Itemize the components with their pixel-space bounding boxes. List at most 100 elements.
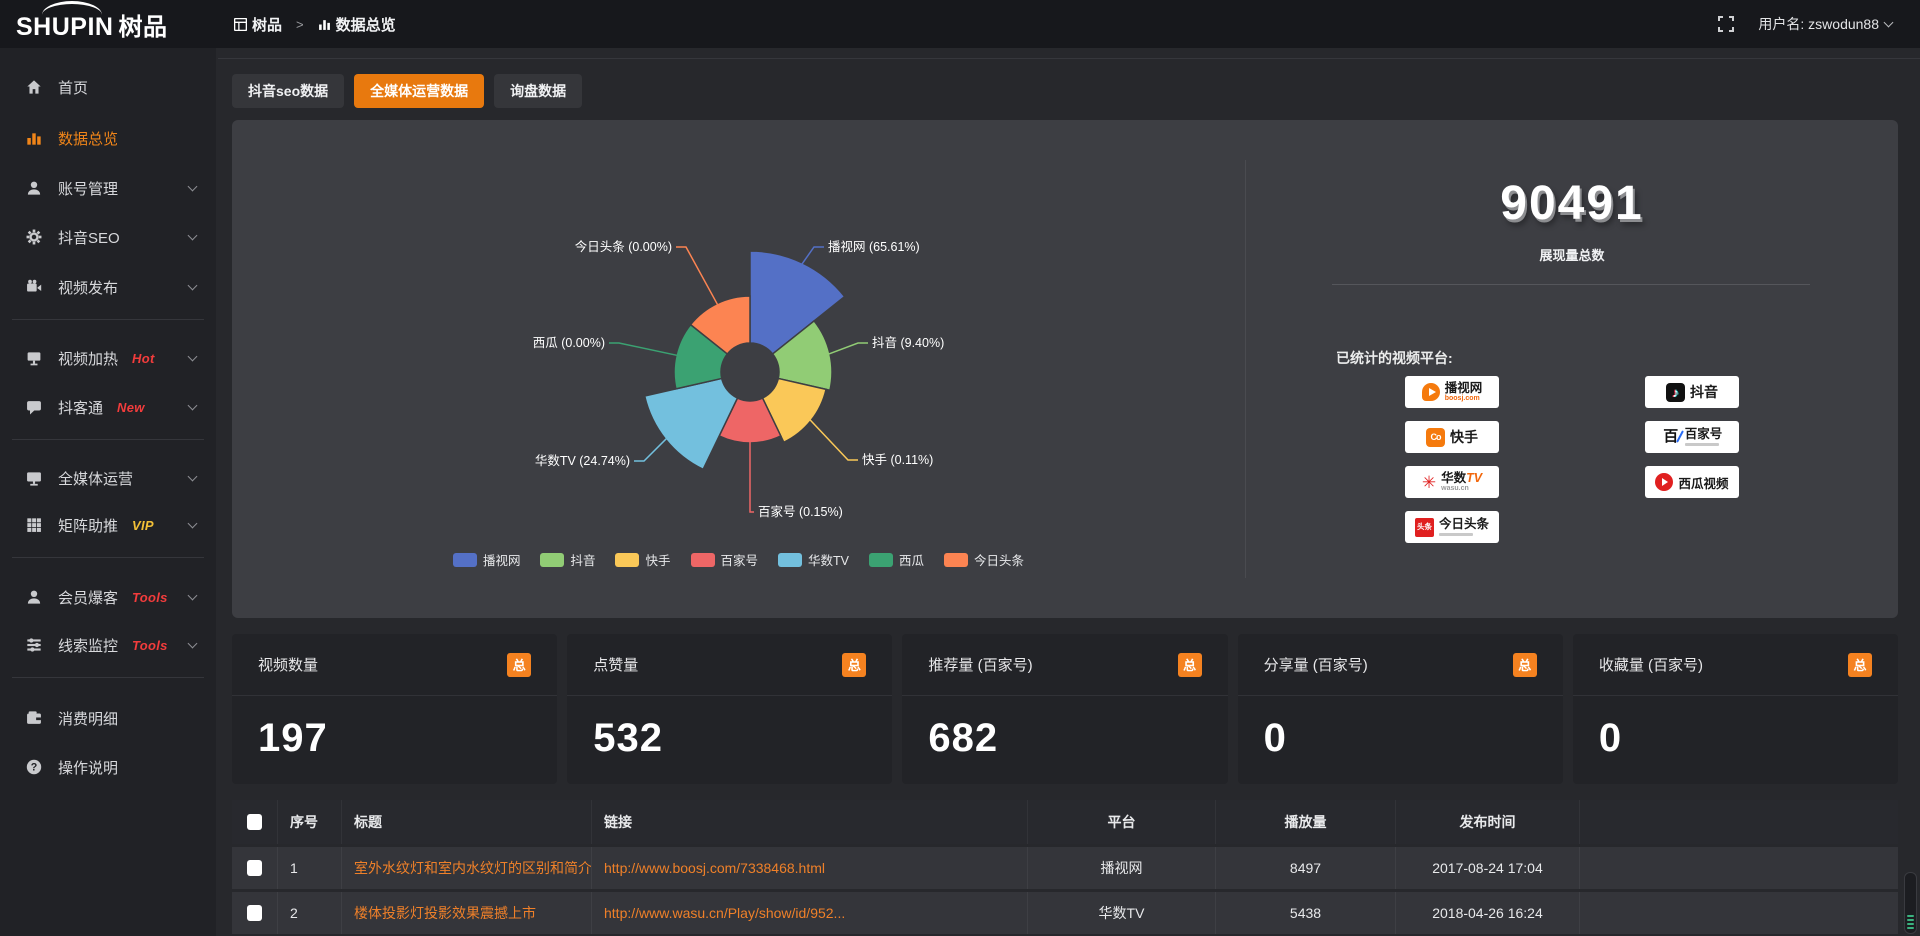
pie-slice-百家号[interactable] <box>718 397 782 444</box>
sidebar-item-badge: VIP <box>132 517 154 533</box>
topbar: SHUPIN 树品 树品 > 数据总览 用户名: zswodun88 <box>0 0 1920 48</box>
pie-label: 华数TV (24.74%) <box>535 453 630 468</box>
legend-item-播视网[interactable]: 播视网 <box>452 550 521 569</box>
sidebar-item-wallet[interactable]: 消费明细 <box>0 698 216 738</box>
legend-swatch <box>869 552 893 567</box>
tab-1[interactable]: 抖音seo数据 <box>232 74 345 108</box>
platform-badge-baijia: 百百家号 <box>1645 421 1739 453</box>
legend-item-快手[interactable]: 快手 <box>615 550 671 569</box>
video-url-link[interactable]: http://www.boosj.com/7338468.html <box>604 860 826 876</box>
sidebar-item-gear[interactable]: 抖音SEO <box>0 217 216 257</box>
rose-pie-chart[interactable]: 播视网 (65.61%) 抖音 (9.40%) 快手 (0.11%) 百家号 (0.1… <box>232 120 1245 618</box>
video-url-link[interactable]: http://www.wasu.cn/Play/show/id/952... <box>604 905 846 921</box>
stat-card-title: 点赞量 <box>593 657 639 674</box>
sidebar-item-grid[interactable]: 矩阵助推 VIP <box>0 505 216 545</box>
header-empty <box>1580 800 1898 844</box>
platform-badge-douyin: ♪ 抖音 <box>1645 376 1739 408</box>
video-title-link[interactable]: 室外水纹灯和室内水纹灯的区别和简介 <box>354 860 592 876</box>
chevron-down-icon <box>187 638 198 649</box>
wasu-star-icon: ✳ <box>1421 472 1437 492</box>
pie-label-line <box>801 246 824 265</box>
legend-swatch <box>452 552 477 567</box>
pie-label-line <box>676 246 719 305</box>
row-checkbox[interactable] <box>247 860 262 876</box>
table-row: 2 楼体投影灯投影效果震撼上市 http://www.wasu.cn/Play/sh… <box>232 892 1898 934</box>
data-tabs: 抖音seo数据 全媒体运营数据 询盘数据 <box>232 74 583 108</box>
cell-num: 1 <box>278 847 342 889</box>
total-badge[interactable]: 总 <box>1177 652 1202 677</box>
user2-icon <box>27 590 41 604</box>
breadcrumb-home[interactable]: 树品 <box>234 14 282 35</box>
sliders-icon <box>27 638 41 652</box>
pie-label-line <box>749 442 754 513</box>
pie-slice-播视网[interactable] <box>749 250 846 355</box>
sidebar-item-user2[interactable]: 会员爆客 Tools <box>0 577 216 617</box>
legend-item-西瓜[interactable]: 西瓜 <box>869 550 924 569</box>
sidebar-item-user[interactable]: 账号管理 <box>0 168 216 208</box>
platform-badge-boosj: 播视网 boosj.com <box>1405 376 1499 408</box>
scrollbar[interactable] <box>1904 872 1917 934</box>
stat-card-value: 0 <box>1263 716 1287 760</box>
app-logo: SHUPIN 树品 <box>0 0 216 42</box>
breadcrumb-current[interactable]: 数据总览 <box>318 14 396 35</box>
stat-card-1: 视频数量 总 197 <box>232 634 558 784</box>
cell-plays: 5438 <box>1216 892 1396 934</box>
pie-slice-华数TV[interactable] <box>643 377 739 471</box>
sidebar-divider <box>12 319 204 320</box>
row-checkbox[interactable] <box>247 905 262 921</box>
platform-badges-left: 播视网 boosj.com Co 快手 ✳ 华数TV wasu.cn 头条 今日头条 <box>1405 376 1499 543</box>
legend-swatch <box>944 552 969 567</box>
chevron-down-icon <box>1883 17 1894 27</box>
total-badge[interactable]: 总 <box>507 652 532 677</box>
sidebar-item-monitor[interactable]: 全媒体运营 <box>0 458 216 498</box>
chart-icon <box>27 133 41 145</box>
sidebar-item-label: 数据总览 <box>58 130 119 148</box>
legend-label: 快手 <box>645 554 671 568</box>
sidebar-item-label: 账号管理 <box>58 180 119 198</box>
stat-card-value: 197 <box>258 716 328 760</box>
sidebar-item-screen[interactable]: 视频加热 Hot <box>0 338 216 378</box>
cell-time: 2018-04-26 16:24 <box>1396 892 1580 934</box>
sidebar-item-video[interactable]: 视频发布 <box>0 267 216 307</box>
video-title-link[interactable]: 楼体投影灯投影效果震撼上市 <box>354 905 536 921</box>
sidebar-item-sliders[interactable]: 线索监控 Tools <box>0 625 216 665</box>
header-title: 标题 <box>342 800 592 844</box>
stat-card-2: 点赞量 总 532 <box>567 634 893 784</box>
window-icon <box>234 17 247 31</box>
cell-time: 2017-08-24 17:04 <box>1396 847 1580 889</box>
sidebar-item-home[interactable]: 首页 <box>0 67 216 107</box>
pie-slice-抖音[interactable] <box>771 319 833 392</box>
wallet-icon <box>27 711 41 724</box>
monitor-icon <box>27 472 41 486</box>
legend-label: 播视网 <box>482 554 521 568</box>
total-badge[interactable]: 总 <box>1848 652 1873 677</box>
stat-card-title: 推荐量 (百家号) <box>928 657 1033 674</box>
pie-slice-西瓜[interactable] <box>673 323 729 390</box>
pie-label: 今日头条 (0.00%) <box>575 239 672 254</box>
legend-item-今日头条[interactable]: 今日头条 <box>944 550 1024 569</box>
tab-3[interactable]: 询盘数据 <box>494 74 583 108</box>
stat-card-title: 收藏量 (百家号) <box>1598 657 1703 674</box>
select-all-checkbox[interactable] <box>247 814 262 830</box>
sidebar-item-badge: Hot <box>132 350 155 366</box>
tab-2[interactable]: 全媒体运营数据 <box>354 74 485 108</box>
user-menu[interactable]: 用户名: zswodun88 <box>1758 14 1894 34</box>
sidebar-divider <box>12 677 204 678</box>
sidebar-item-chart[interactable]: 数据总览 <box>0 118 216 158</box>
legend-item-百家号[interactable]: 百家号 <box>690 550 758 569</box>
fullscreen-icon[interactable] <box>1718 16 1735 32</box>
legend-item-华数TV[interactable]: 华数TV <box>778 550 849 569</box>
legend-swatch <box>778 552 803 567</box>
pie-slice-快手[interactable] <box>761 377 827 444</box>
total-badge[interactable]: 总 <box>1512 652 1537 677</box>
table-row: 1 室外水纹灯和室内水纹灯的区别和简介 http://www.boosj.com/7… <box>232 847 1898 889</box>
total-badge[interactable]: 总 <box>842 652 867 677</box>
tagline-placeholder <box>1438 533 1473 537</box>
sidebar-item-chat[interactable]: 抖客通 New <box>0 387 216 427</box>
sidebar-divider <box>12 439 204 440</box>
pie-slice-今日头条[interactable] <box>689 295 751 355</box>
legend-item-抖音[interactable]: 抖音 <box>540 550 595 569</box>
stat-card-value: 0 <box>1598 716 1623 760</box>
sidebar-item-help[interactable]: ? 操作说明 <box>0 747 216 787</box>
home-icon <box>27 80 41 94</box>
